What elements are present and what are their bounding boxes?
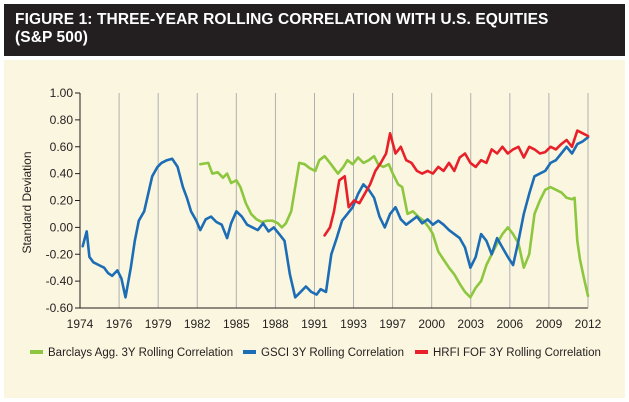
x-tick-label: 1976 bbox=[106, 317, 133, 331]
legend-swatch-barclays bbox=[30, 349, 43, 354]
series-line-gsci bbox=[81, 136, 590, 299]
series-line-barclays bbox=[199, 154, 590, 299]
x-tick-label: 1985 bbox=[223, 317, 250, 331]
legend-label-gsci: GSCI 3Y Rolling Correlation bbox=[261, 347, 404, 359]
y-tick-label: 0.00 bbox=[50, 220, 74, 234]
x-tick-label: 2012 bbox=[575, 317, 602, 331]
legend-item-hrfi: HRFI FOF 3Y Rolling Correlation bbox=[415, 347, 601, 359]
y-tick-label: 0.40 bbox=[50, 167, 74, 181]
legend-item-barclays: Barclays Agg. 3Y Rolling Correlation bbox=[30, 347, 233, 359]
y-tick-label: 1.00 bbox=[50, 86, 74, 100]
x-tick-label: 2003 bbox=[457, 317, 484, 331]
series-line-hrfi bbox=[323, 129, 590, 237]
legend-label-barclays: Barclays Agg. 3Y Rolling Correlation bbox=[48, 347, 234, 359]
x-tick-label: 1982 bbox=[184, 317, 211, 331]
legend-label-hrfi: HRFI FOF 3Y Rolling Correlation bbox=[433, 347, 601, 359]
legend-swatch-gsci bbox=[243, 349, 256, 354]
y-tick-label: -0.20 bbox=[46, 247, 74, 261]
x-tick-label: 1988 bbox=[262, 317, 289, 331]
x-tick-label: 2000 bbox=[418, 317, 445, 331]
y-tick-label: -0.60 bbox=[46, 301, 74, 315]
x-tick-label: 2009 bbox=[536, 317, 563, 331]
legend-swatch-hrfi bbox=[415, 349, 428, 354]
x-tick-label: 1997 bbox=[379, 317, 406, 331]
x-tick-label: 1979 bbox=[145, 317, 172, 331]
x-tick-label: 1974 bbox=[67, 317, 94, 331]
y-axis-label: Standard Deviation bbox=[20, 151, 34, 253]
figure-title-line1: FIGURE 1: THREE-YEAR ROLLING CORRELATION… bbox=[15, 11, 549, 28]
x-tick-label: 2006 bbox=[496, 317, 523, 331]
x-tick-label: 1991 bbox=[301, 317, 328, 331]
y-tick-label: 0.20 bbox=[50, 194, 74, 208]
figure-title: FIGURE 1: THREE-YEAR ROLLING CORRELATION… bbox=[15, 11, 615, 47]
y-tick-label: 0.60 bbox=[50, 140, 74, 154]
y-tick-label: 0.80 bbox=[50, 113, 74, 127]
y-tick-label: -0.40 bbox=[46, 274, 74, 288]
legend-item-gsci: GSCI 3Y Rolling Correlation bbox=[243, 347, 404, 359]
title-bar: FIGURE 1: THREE-YEAR ROLLING CORRELATION… bbox=[4, 4, 625, 56]
figure-title-line2: (S&P 500) bbox=[15, 29, 88, 46]
x-tick-label: 1993 bbox=[340, 317, 367, 331]
